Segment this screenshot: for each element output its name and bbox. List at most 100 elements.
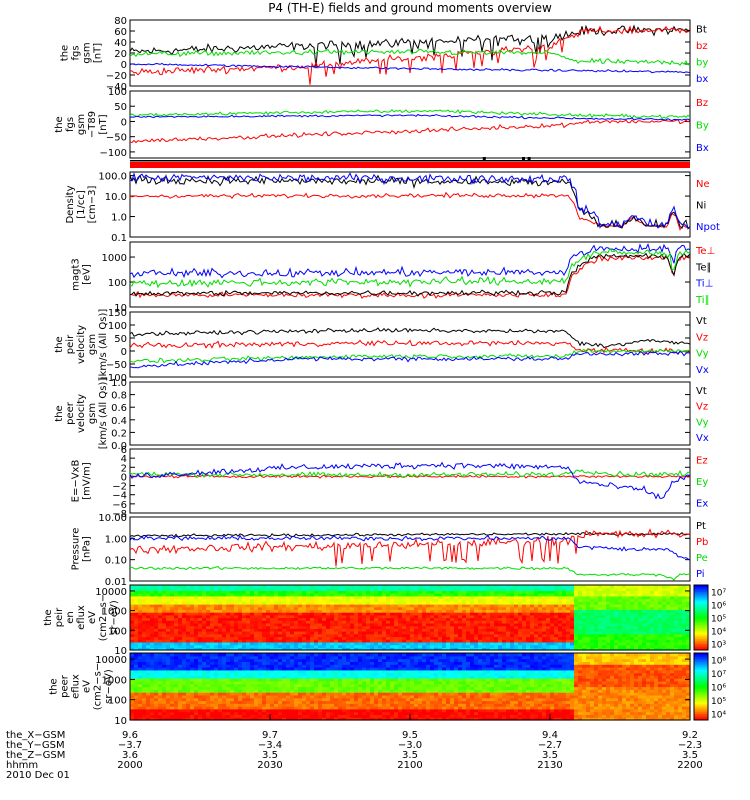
spectrogram-cell [226,664,231,668]
spectrogram-cell [506,606,511,610]
y-axis-label: sr−eV) [109,600,120,635]
spectrogram-cell [150,598,155,602]
spectrogram-cell [158,689,163,693]
spectrogram-cell [542,617,547,621]
spectrogram-cell [638,585,643,589]
spectrogram-cell [206,678,211,682]
spectrogram-cell [350,717,355,721]
spectrogram-cell [238,669,243,674]
spectrogram-cell [250,653,255,657]
spectrogram-cell [162,598,167,602]
spectrogram-cell [306,609,311,613]
spectrogram-cell [214,620,219,624]
spectrogram-cell [170,617,175,621]
y-tick-label: 100 [108,278,127,289]
spectrogram-cell [158,585,163,589]
spectrogram-cell [226,661,231,665]
spectrogram-cell [594,622,599,627]
spectrogram-cell [178,601,183,605]
spectrogram-cell [638,598,643,602]
spectrogram-cell [294,700,299,704]
spectrogram-cell [582,593,587,597]
spectrogram-cell [174,672,179,676]
spectrogram-cell [430,593,435,597]
spectrogram-cell [374,587,379,591]
spectrogram-cell [610,614,615,619]
spectrogram-cell [314,664,319,668]
spectrogram-cell [378,622,383,627]
spectrogram-cell [446,604,451,608]
spectrogram-cell [470,595,475,600]
spectrogram-cell [222,697,227,702]
spectrogram-cell [150,631,155,635]
spectrogram-cell [506,587,511,591]
spectrogram-cell [686,587,691,591]
spectrogram-cell [170,675,175,679]
y-tick-label: −4 [112,491,127,502]
spectrogram-cell [198,717,203,721]
spectrogram-cell [138,653,143,657]
spectrogram-cell [570,604,575,608]
spectrogram-cell [534,593,539,597]
colorbar-cell [694,624,708,627]
spectrogram-cell [226,620,231,624]
spectrogram-cell [246,680,251,685]
spectrogram-cell [514,614,519,619]
y-tick-label: 80 [114,16,127,27]
spectrogram-cell [234,614,239,619]
spectrogram-cell [166,655,171,660]
spectrogram-cell [530,601,535,605]
spectrogram-cell [282,653,287,657]
spectrogram-cell [570,636,575,640]
spectrogram-cell [466,614,471,619]
spectrogram-cell [574,593,579,597]
spectrogram-cell [302,706,307,710]
spectrogram-cell [162,689,167,693]
spectrogram-cell [282,587,287,591]
spectrogram-cell [426,614,431,619]
spectrogram-cell [282,631,287,635]
spectrogram-cell [326,694,331,699]
spectrogram-cell [330,711,335,715]
spectrogram-cell [218,620,223,624]
spectrogram-cell [270,590,275,594]
spectrogram-cell [434,606,439,610]
spectrogram-cell [254,606,259,610]
spectrogram-cell [542,641,547,646]
spectrogram-cell [418,595,423,600]
spectrogram-cell [230,609,235,613]
spectrogram-cell [354,636,359,640]
spectrogram-cell [342,590,347,594]
spectrogram-cell [334,661,339,665]
spectrogram-cell [194,653,199,657]
spectrogram-cell [650,606,655,610]
spectrogram-cell [138,595,143,600]
spectrogram-cell [546,636,551,640]
spectrogram-cell [502,606,507,610]
spectrogram-cell [562,622,567,627]
spectrogram-cell [406,590,411,594]
spectrogram-cell [150,641,155,646]
spectrogram-cell [202,604,207,608]
spectrogram-cell [322,593,327,597]
spectrogram-cell [282,692,287,696]
spectrogram-cell [378,641,383,646]
spectrogram-cell [274,692,279,696]
spectrogram-cell [206,625,211,629]
spectrogram-cell [670,587,675,591]
spectrogram-cell [178,669,183,674]
spectrogram-cell [638,628,643,632]
colorbar-cell [694,599,708,602]
spectrogram-cell [310,711,315,715]
spectrogram-cell [634,647,639,651]
spectrogram-cell [506,614,511,619]
spectrogram-cell [458,612,463,616]
spectrogram-cell [302,669,307,674]
spectrogram-cell [242,622,247,627]
spectrogram-cell [190,680,195,685]
spectrogram-cell [234,617,239,621]
spectrogram-cell [154,711,159,715]
spectrogram-cell [150,664,155,668]
spectrogram-cell [538,617,543,621]
spectrogram-cell [678,587,683,591]
